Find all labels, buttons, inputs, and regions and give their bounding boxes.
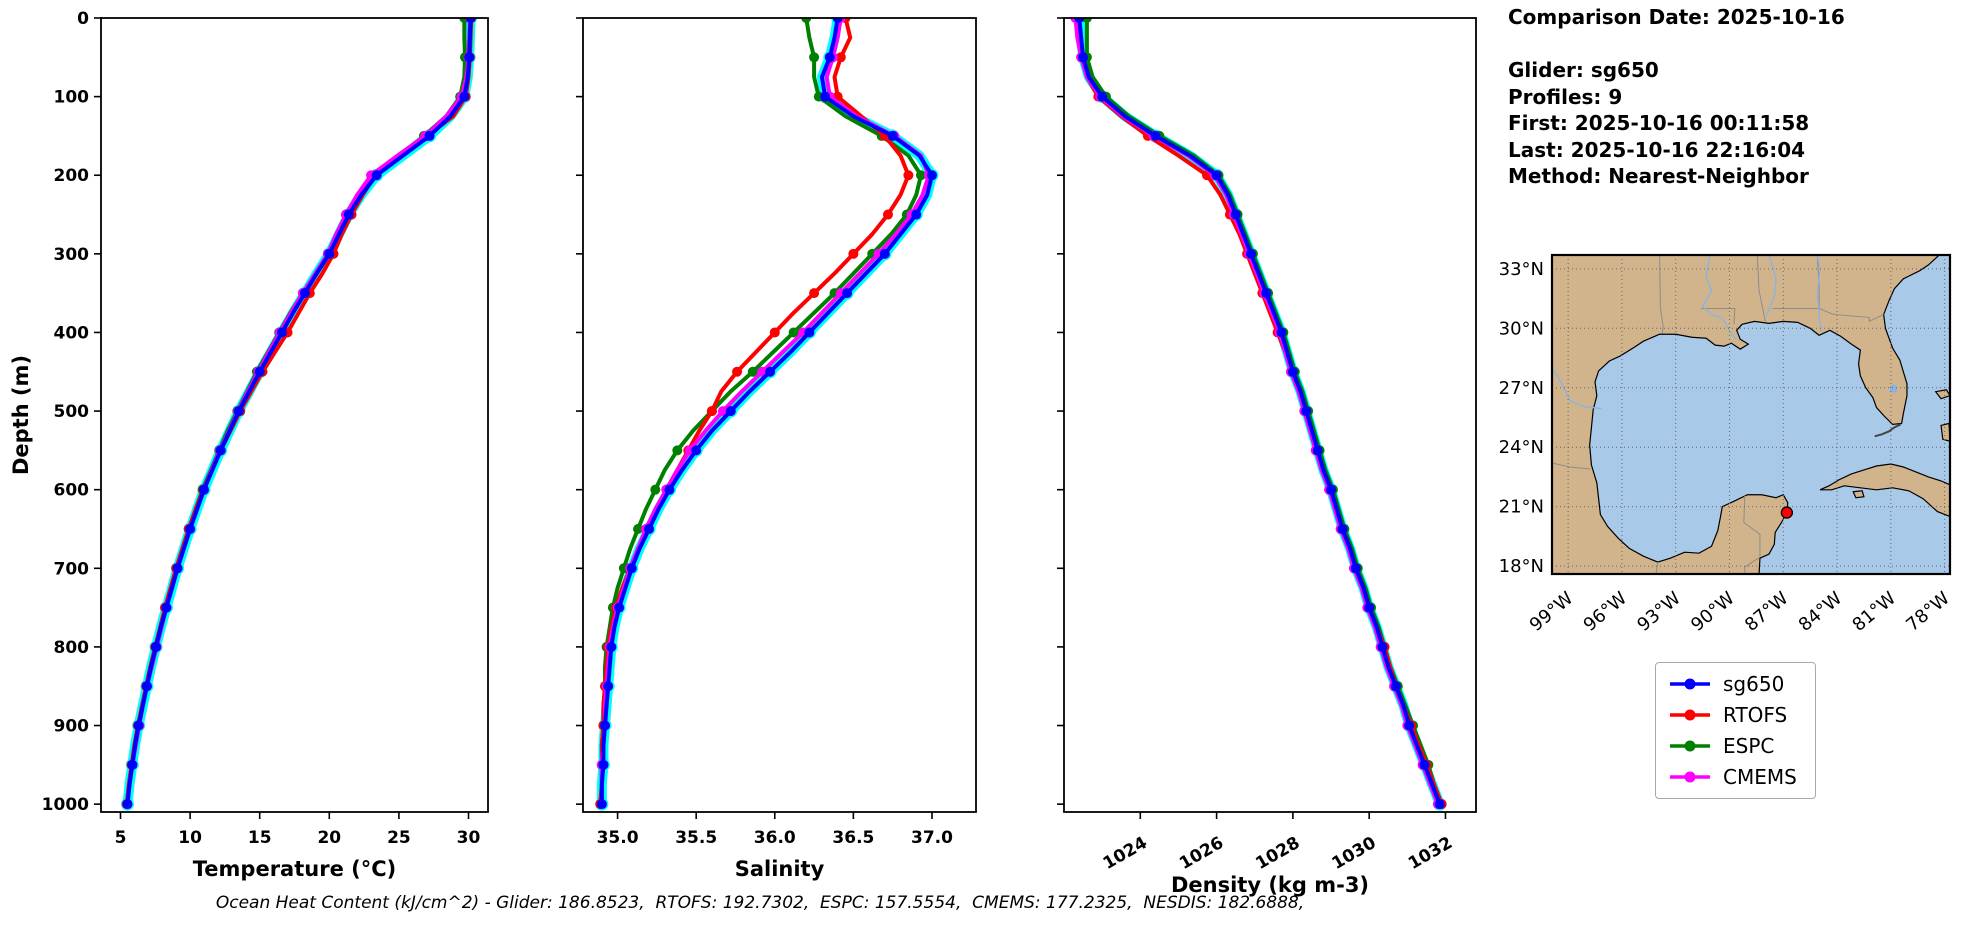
- svg-text:100: 100: [54, 88, 90, 108]
- map-lat-label: 30°N: [1499, 318, 1544, 339]
- last-profile-text: Last: 2025-10-16 22:16:04: [1508, 137, 1806, 162]
- method-text: Method: Nearest-Neighbor: [1508, 163, 1809, 188]
- svg-text:1030: 1030: [1329, 833, 1380, 874]
- svg-text:Salinity: Salinity: [735, 857, 825, 881]
- svg-text:36.5: 36.5: [832, 828, 874, 848]
- density-profile-chart: 1024 1026 1028 1030 1032 Density (kg m-3): [1057, 17, 1477, 897]
- svg-text:Temperature (°C): Temperature (°C): [193, 857, 396, 881]
- svg-text:25: 25: [387, 828, 411, 848]
- legend-label: CMEMS: [1723, 765, 1797, 789]
- info-panel: Comparison Date: 2025-10-16 Glider: sg65…: [1508, 4, 1983, 189]
- svg-text:800: 800: [54, 638, 90, 658]
- legend: sg650 RTOFS ESPC CMEMS: [1655, 662, 1816, 799]
- legend-label: ESPC: [1723, 734, 1775, 758]
- map-lon-label: 78°W: [1902, 588, 1954, 636]
- profiles-count-text: Profiles: 9: [1508, 84, 1623, 109]
- svg-text:35.5: 35.5: [675, 828, 717, 848]
- svg-text:37.0: 37.0: [911, 828, 953, 848]
- svg-text:400: 400: [54, 323, 90, 343]
- map-lon-label: 87°W: [1741, 588, 1793, 636]
- svg-text:5: 5: [115, 828, 127, 848]
- svg-text:300: 300: [54, 245, 90, 265]
- legend-item-cmems: CMEMS: [1667, 765, 1797, 789]
- map-area: [1552, 255, 1950, 574]
- legend-line-sample: [1670, 771, 1710, 783]
- svg-text:Density (kg m-3): Density (kg m-3): [1171, 873, 1369, 897]
- map-lat-label: 24°N: [1499, 437, 1544, 458]
- svg-text:1032: 1032: [1405, 833, 1456, 874]
- map-lat-label: 21°N: [1499, 497, 1544, 518]
- svg-text:35.0: 35.0: [597, 828, 639, 848]
- map-lon-label: 99°W: [1526, 588, 1578, 636]
- map-lon-label: 84°W: [1795, 588, 1847, 636]
- legend-line-sample: [1670, 709, 1710, 721]
- svg-text:1026: 1026: [1176, 833, 1227, 874]
- map-lon-label: 96°W: [1580, 588, 1632, 636]
- glider-text: Glider: sg650: [1508, 58, 1659, 83]
- svg-text:700: 700: [54, 559, 90, 579]
- temperature-profile-chart: 5 10 15 20 25 3001002003004005006007008009001…: [9, 9, 489, 881]
- legend-label: sg650: [1723, 672, 1785, 696]
- map-lon-label: 93°W: [1633, 588, 1685, 636]
- legend-item-rtofs: RTOFS: [1667, 703, 1797, 727]
- svg-text:900: 900: [54, 717, 90, 737]
- svg-text:0: 0: [77, 9, 89, 29]
- legend-line-sample: [1670, 678, 1710, 690]
- svg-text:10: 10: [178, 828, 202, 848]
- map-lat-label: 27°N: [1499, 378, 1544, 399]
- legend-line-sample: [1670, 740, 1710, 752]
- svg-text:500: 500: [54, 402, 90, 422]
- ohc-caption: Ocean Heat Content (kJ/cm^2) - Glider: 1…: [215, 893, 1305, 913]
- svg-text:20: 20: [317, 828, 341, 848]
- comparison-date-text: Comparison Date: 2025-10-16: [1508, 5, 1845, 29]
- glider-position-marker: [1780, 506, 1794, 519]
- first-profile-text: First: 2025-10-16 00:11:58: [1508, 111, 1810, 136]
- svg-text:36.0: 36.0: [754, 828, 796, 848]
- gulf-of-mexico-map: 18°N 21°N 24°N 27°N 30°N 33°N 99°W 96°W 93°W 90°W…: [1499, 253, 1954, 636]
- legend-item-espc: ESPC: [1667, 734, 1797, 758]
- map-lat-label: 18°N: [1499, 556, 1544, 577]
- legend-label: RTOFS: [1723, 703, 1788, 727]
- svg-text:30: 30: [457, 828, 481, 848]
- svg-text:Depth (m): Depth (m): [9, 355, 33, 475]
- map-lon-label: 90°W: [1687, 588, 1739, 636]
- map-lon-label: 81°W: [1848, 588, 1900, 636]
- svg-text:15: 15: [248, 828, 272, 848]
- svg-text:600: 600: [54, 481, 90, 501]
- svg-text:1028: 1028: [1252, 833, 1303, 874]
- svg-text:1000: 1000: [42, 795, 89, 815]
- svg-text:200: 200: [54, 166, 90, 186]
- map-lat-label: 33°N: [1499, 259, 1544, 280]
- salinity-profile-chart: 35.0 35.5 36.0 36.5 37.0 Salinity: [576, 17, 977, 881]
- legend-item-sg650: sg650: [1667, 672, 1797, 696]
- svg-text:1024: 1024: [1100, 833, 1151, 874]
